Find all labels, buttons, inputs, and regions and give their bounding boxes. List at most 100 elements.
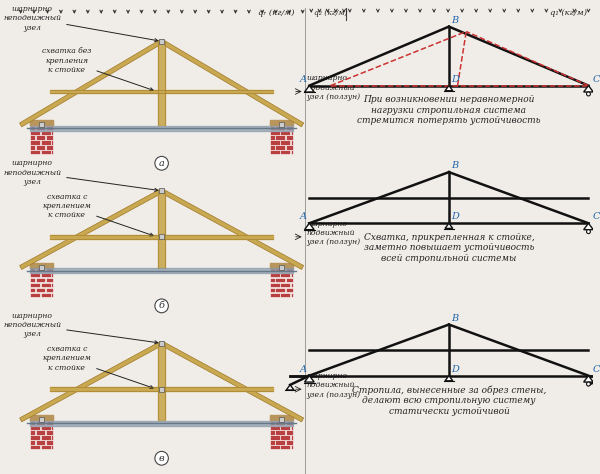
- Bar: [270, 435, 280, 439]
- Text: D: D: [451, 365, 459, 374]
- Text: б: б: [158, 301, 164, 310]
- Bar: [270, 283, 280, 287]
- Bar: [46, 136, 53, 140]
- Bar: [41, 445, 51, 449]
- Bar: [270, 130, 280, 135]
- Bar: [291, 293, 293, 297]
- Text: Стропила, вынесенные за обрез стены,
делают всю стропильную систему
статически у: Стропила, вынесенные за обрез стены, дел…: [352, 385, 546, 416]
- Bar: [35, 288, 46, 292]
- Text: C: C: [592, 365, 600, 374]
- Bar: [35, 136, 46, 140]
- Bar: [30, 268, 35, 273]
- Bar: [46, 278, 53, 282]
- Text: B: B: [451, 16, 458, 25]
- Bar: [30, 273, 40, 277]
- Bar: [46, 430, 53, 435]
- Polygon shape: [305, 223, 314, 229]
- Text: в: в: [159, 454, 164, 463]
- Text: D: D: [451, 212, 459, 221]
- Bar: [270, 426, 280, 430]
- Bar: [35, 278, 46, 282]
- Bar: [46, 420, 53, 425]
- Bar: [40, 418, 44, 422]
- Bar: [41, 273, 51, 277]
- Polygon shape: [584, 86, 593, 92]
- Bar: [286, 440, 293, 445]
- Bar: [35, 146, 46, 149]
- Bar: [270, 420, 275, 425]
- Text: шарнирно
неподвижный
узел: шарнирно неподвижный узел: [3, 159, 158, 191]
- Bar: [52, 150, 53, 155]
- Bar: [291, 283, 293, 287]
- Bar: [286, 420, 293, 425]
- Bar: [35, 126, 46, 130]
- Polygon shape: [445, 223, 453, 228]
- Polygon shape: [286, 385, 294, 390]
- Text: шарнирно
неподвижный
узел: шарнирно неподвижный узел: [3, 312, 158, 344]
- Bar: [30, 426, 40, 430]
- Bar: [270, 126, 275, 130]
- Bar: [280, 435, 290, 439]
- Bar: [291, 426, 293, 430]
- Text: A: A: [300, 74, 307, 83]
- Bar: [291, 140, 293, 145]
- Bar: [30, 136, 35, 140]
- Polygon shape: [161, 39, 304, 127]
- Text: Схватка, прикрепленная к стойке,
заметно повышает устойчивость
всей стропильной : Схватка, прикрепленная к стойке, заметно…: [364, 233, 534, 263]
- Bar: [41, 283, 51, 287]
- Polygon shape: [445, 376, 453, 381]
- Bar: [30, 293, 40, 297]
- Bar: [275, 278, 285, 282]
- Bar: [270, 140, 280, 145]
- Bar: [270, 150, 280, 155]
- Bar: [30, 440, 35, 445]
- Bar: [275, 146, 285, 149]
- Bar: [280, 140, 290, 145]
- Text: B: B: [451, 314, 458, 323]
- Bar: [40, 122, 44, 128]
- Bar: [52, 293, 53, 297]
- Bar: [30, 435, 40, 439]
- Bar: [30, 278, 35, 282]
- Polygon shape: [584, 223, 593, 229]
- Bar: [279, 122, 284, 128]
- Bar: [30, 146, 35, 149]
- Bar: [275, 268, 285, 273]
- Bar: [52, 435, 53, 439]
- Bar: [30, 288, 35, 292]
- Polygon shape: [584, 376, 593, 382]
- Text: схватка с
креплением
к стойке: схватка с креплением к стойке: [43, 345, 153, 388]
- Bar: [275, 126, 285, 130]
- Bar: [41, 130, 51, 135]
- Bar: [46, 126, 53, 130]
- Bar: [270, 273, 280, 277]
- Bar: [46, 268, 53, 273]
- Bar: [270, 268, 275, 273]
- Bar: [46, 440, 53, 445]
- Bar: [30, 430, 35, 435]
- Bar: [30, 283, 40, 287]
- Bar: [30, 130, 40, 135]
- Bar: [291, 445, 293, 449]
- Bar: [30, 126, 35, 130]
- Circle shape: [155, 299, 169, 313]
- Text: схватка без
крепления
к стойке: схватка без крепления к стойке: [42, 47, 153, 91]
- Bar: [52, 130, 53, 135]
- Bar: [286, 288, 293, 292]
- Bar: [270, 278, 275, 282]
- Polygon shape: [161, 341, 304, 422]
- Bar: [291, 273, 293, 277]
- Text: C: C: [592, 74, 600, 83]
- Bar: [159, 341, 164, 346]
- Bar: [279, 265, 284, 270]
- Text: C: C: [592, 212, 600, 221]
- Bar: [275, 288, 285, 292]
- Circle shape: [155, 156, 169, 170]
- Polygon shape: [305, 376, 314, 382]
- Bar: [52, 273, 53, 277]
- Bar: [270, 430, 275, 435]
- Bar: [275, 440, 285, 445]
- Bar: [52, 283, 53, 287]
- Bar: [270, 445, 280, 449]
- Bar: [35, 268, 46, 273]
